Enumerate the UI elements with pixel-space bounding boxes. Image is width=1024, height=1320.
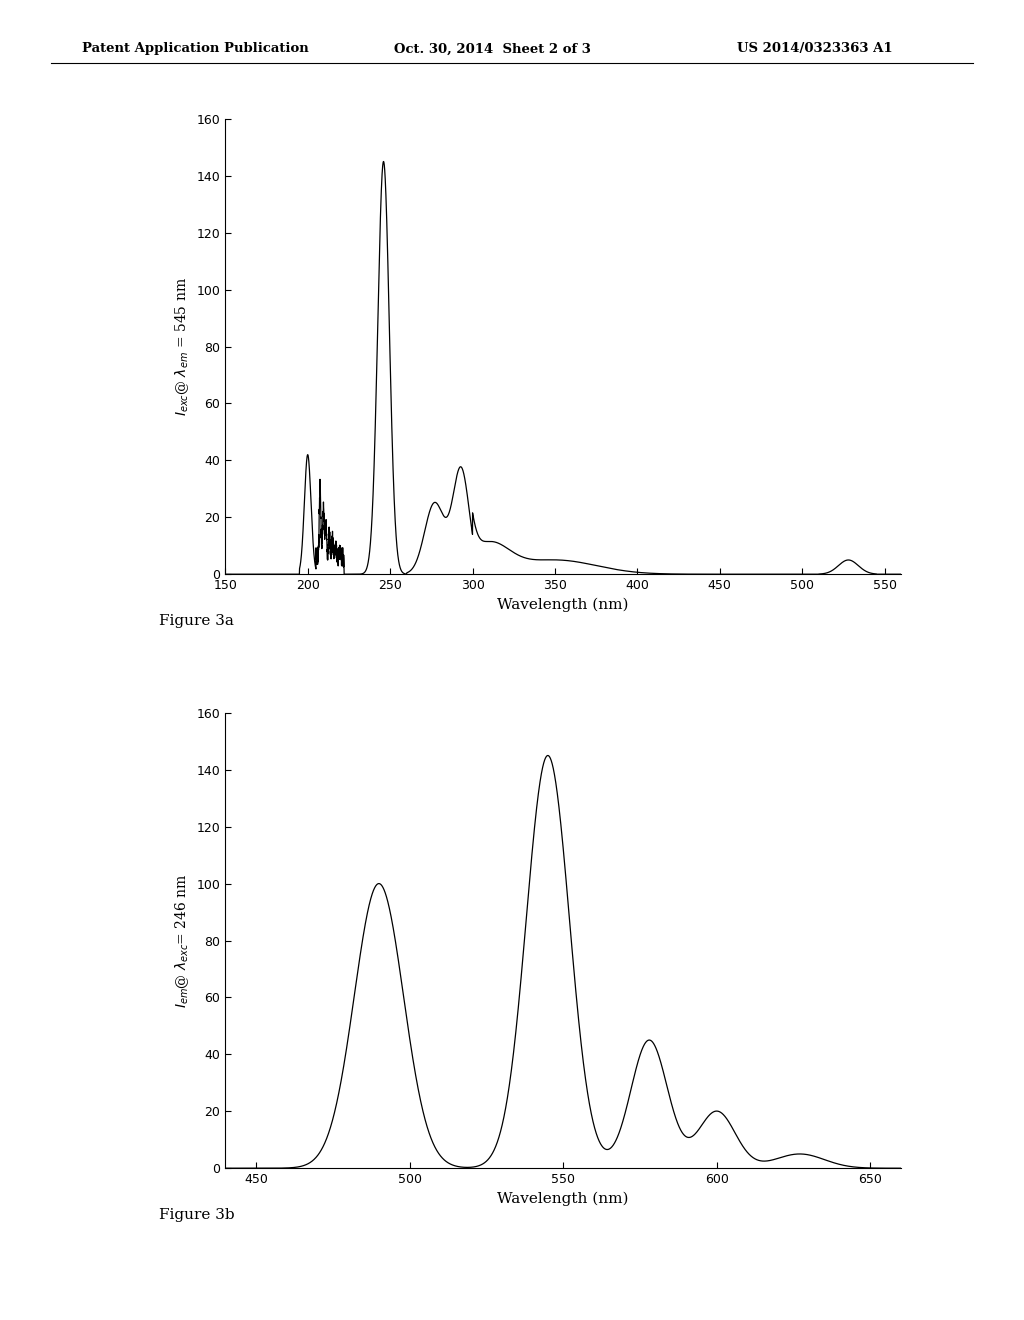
Y-axis label: $I_{em}$@ $\lambda_{exc}$= 246 nm: $I_{em}$@ $\lambda_{exc}$= 246 nm	[173, 874, 191, 1007]
Text: Figure 3b: Figure 3b	[159, 1208, 234, 1222]
X-axis label: Wavelength (nm): Wavelength (nm)	[498, 598, 629, 612]
Y-axis label: $I_{exc}$@ $\lambda_{em}$ = 545 nm: $I_{exc}$@ $\lambda_{em}$ = 545 nm	[173, 277, 191, 416]
Text: Patent Application Publication: Patent Application Publication	[82, 42, 308, 55]
Text: Oct. 30, 2014  Sheet 2 of 3: Oct. 30, 2014 Sheet 2 of 3	[394, 42, 591, 55]
Text: Figure 3a: Figure 3a	[159, 614, 233, 628]
X-axis label: Wavelength (nm): Wavelength (nm)	[498, 1192, 629, 1206]
Text: US 2014/0323363 A1: US 2014/0323363 A1	[737, 42, 893, 55]
